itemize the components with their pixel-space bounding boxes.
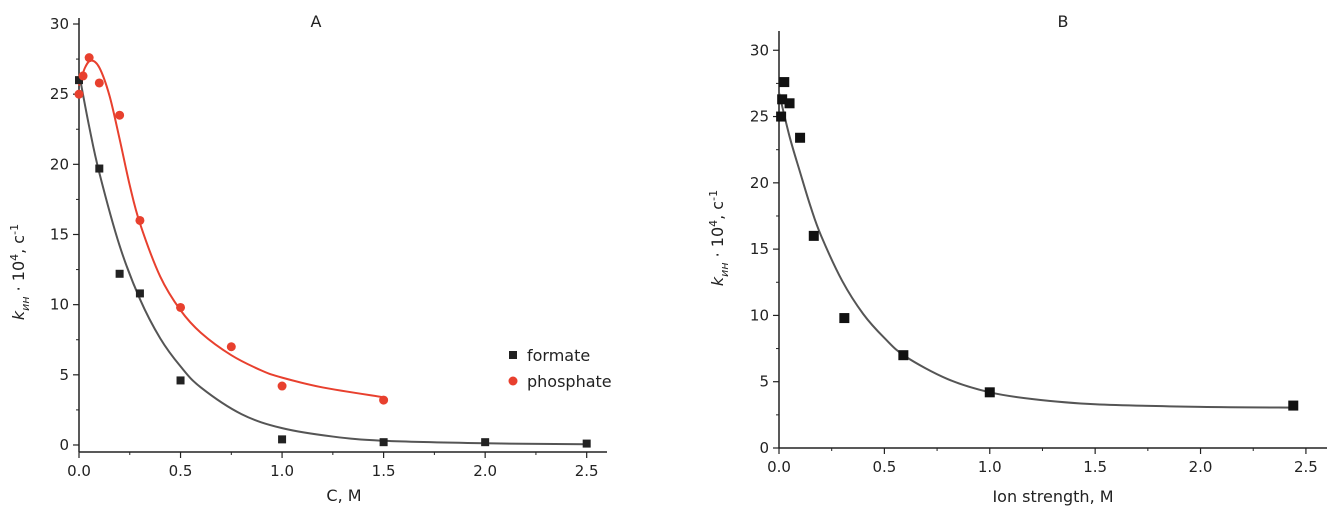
chart-a-phosphate-point (115, 110, 125, 120)
chart-a-phosphate-point (74, 89, 84, 99)
chart-b-y-tick-label: 30 (750, 41, 769, 59)
chart-b-series-0-point (839, 313, 850, 324)
chart-a-phosphate-fit-curve (78, 59, 384, 399)
chart-a-phosphate-point (78, 71, 88, 81)
legend-label-phosphate: phosphate (527, 372, 612, 391)
chart-a-phosphate-point (176, 302, 186, 312)
chart-b-series-0-point (1288, 400, 1299, 411)
chart-a-formate-point (278, 435, 287, 444)
chart-a-phosphate-point (135, 215, 145, 225)
chart-a-y-tick-label: 10 (50, 296, 69, 314)
chart-a-x-tick-label: 2.0 (473, 462, 497, 480)
chart-a-y-tick-label: 25 (50, 85, 69, 103)
chart-a: A 0.0 0.5 1.0 1.5 2.0 2.5 0 5 10 15 20 25 30 C, M k… (8, 12, 612, 505)
chart-b-x-tick-label: 0.5 (872, 458, 896, 476)
chart-b-title: B (1058, 12, 1069, 31)
chart-b-y-label: kин · 104, c-1 (707, 190, 731, 286)
chart-a-x-tick-label: 0.5 (169, 462, 193, 480)
chart-b-series-0-point (898, 350, 909, 361)
chart-b-series-0-point (808, 230, 819, 241)
chart-b-series-0-point (777, 94, 788, 105)
chart-b-series-0-point (795, 132, 806, 143)
chart-b-y-tick-label: 5 (759, 373, 769, 391)
chart-b-y-tick-label: 15 (750, 240, 769, 258)
chart-b-y-tick-label: 0 (759, 439, 769, 457)
chart-a-phosphate-point (84, 53, 94, 63)
chart-b-x-label: Ion strength, M (992, 487, 1113, 506)
chart-a-x-tick-label: 1.0 (270, 462, 294, 480)
chart-b-y-tick-label: 10 (750, 306, 769, 324)
chart-a-phosphate-point (277, 381, 287, 391)
chart-b-x-tick-label: 1.5 (1083, 458, 1107, 476)
chart-a-phosphate-point (379, 395, 389, 405)
chart-a-formate-point (481, 438, 490, 447)
chart-a-y-tick-label: 0 (59, 436, 69, 454)
chart-a-x-tick-label: 1.5 (372, 462, 396, 480)
chart-a-formate-point (135, 289, 144, 298)
chart-b: B 0.0 0.5 1.0 1.5 2.0 2.5 0 5 10 15 20 25 30 Ion st… (707, 12, 1327, 506)
chart-a-legend: formate phosphate (508, 346, 612, 391)
chart-a-x-tick-label: 2.5 (575, 462, 599, 480)
chart-b-y-tick-label: 20 (750, 174, 769, 192)
chart-a-formate-point (582, 439, 591, 448)
legend-marker-formate (509, 351, 517, 359)
chart-a-formate-fit-curve (78, 72, 587, 446)
chart-b-series-0-point (784, 98, 795, 109)
chart-a-y-tick-label: 5 (59, 366, 69, 384)
chart-a-phosphate-point (226, 342, 236, 352)
chart-b-series-0-fit-curve (778, 92, 1296, 409)
chart-a-x-label: C, M (326, 486, 361, 505)
chart-b-x-tick-label: 2.5 (1294, 458, 1318, 476)
chart-a-formate-point (379, 438, 388, 447)
legend-label-formate: formate (527, 346, 590, 365)
chart-a-phosphate-point (94, 78, 104, 88)
chart-a-y-tick-label: 30 (50, 15, 69, 33)
chart-a-formate-point (176, 376, 185, 385)
chart-b-x-tick-label: 2.0 (1189, 458, 1213, 476)
chart-a-y-tick-label: 20 (50, 155, 69, 173)
legend-marker-phosphate (508, 376, 518, 386)
chart-a-formate-point (75, 76, 83, 85)
chart-b-series-0-point (776, 111, 787, 122)
chart-a-x-tick-label: 0.0 (67, 462, 91, 480)
chart-a-title: A (311, 12, 322, 31)
chart-a-formate-point (95, 164, 104, 173)
chart-b-x-tick-label: 1.0 (978, 458, 1002, 476)
chart-b-series-0-point (779, 77, 790, 88)
chart-a-y-tick-label: 15 (50, 225, 69, 243)
chart-b-y-tick-label: 25 (750, 108, 769, 126)
chart-b-series-0-point (984, 387, 995, 398)
chart-b-x-tick-label: 0.0 (767, 458, 791, 476)
chart-a-y-label: kин · 104, c-1 (8, 224, 32, 320)
chart-a-formate-point (115, 269, 124, 278)
